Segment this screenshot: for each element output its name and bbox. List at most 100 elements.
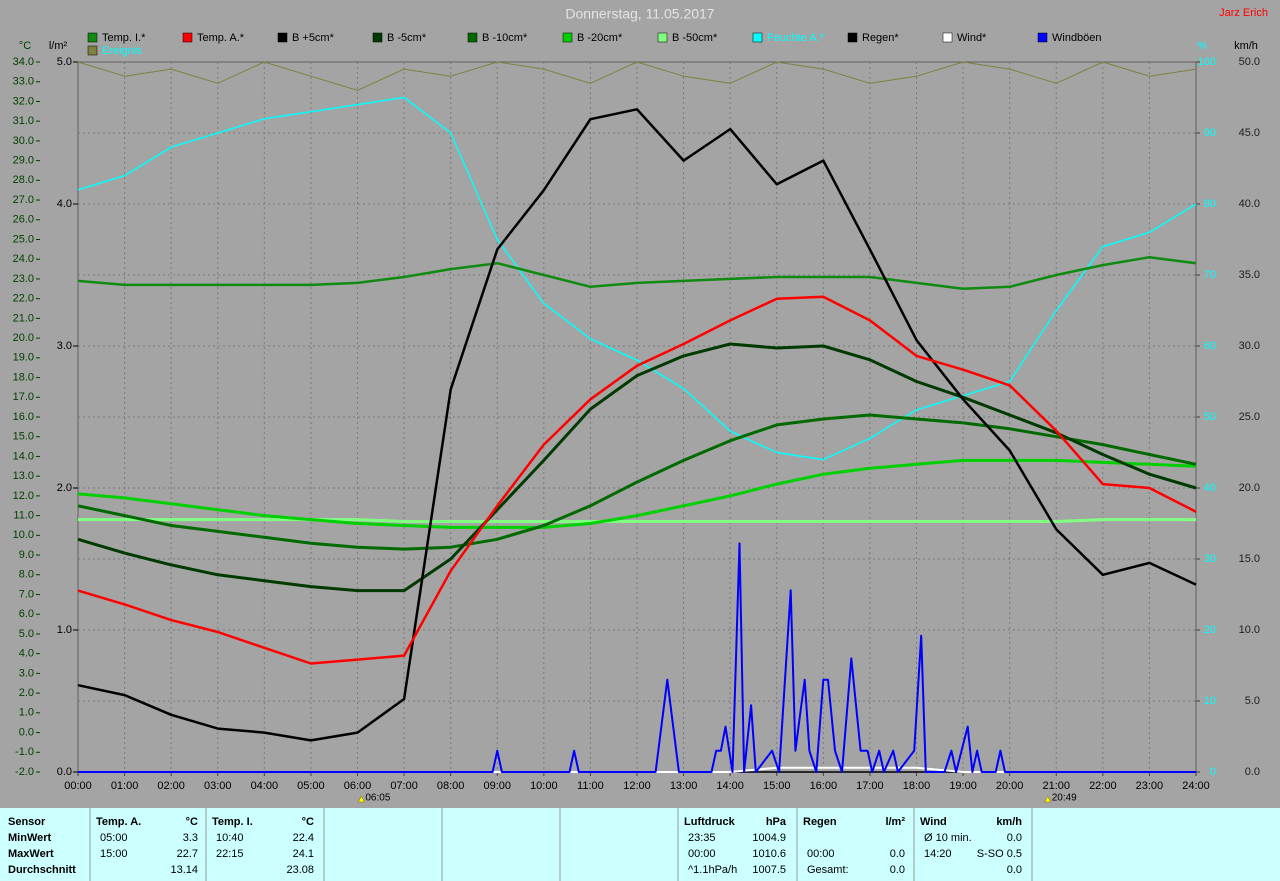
legend-swatch (87, 45, 98, 56)
table-unit: l/m² (885, 816, 905, 828)
table-cell: 22:15 (216, 848, 244, 860)
y-tick-label: 22.0 (13, 293, 34, 305)
series-line (77, 458, 1197, 529)
table-cell: Gesamt: (807, 864, 849, 876)
legend-swatch (847, 32, 858, 43)
y3-tick-label: 70 (1204, 269, 1216, 281)
y4-tick-label: 5.0 (1245, 695, 1260, 707)
y-tick-label: 5.0 (19, 628, 34, 640)
x-tick-label: 17:00 (856, 780, 884, 792)
y-tick-label: 33.0 (13, 76, 34, 88)
legend-swatch (752, 32, 763, 43)
series-line (77, 108, 1197, 742)
y-tick-label: 34.0 (13, 56, 34, 68)
table-separators (89, 808, 1033, 881)
y-tick-label: 24.0 (13, 253, 34, 265)
y2-tick-label: 3.0 (57, 340, 72, 352)
y4-tick-label: 40.0 (1239, 198, 1260, 210)
table-header: Temp. A. (96, 816, 141, 828)
x-tick-label: 13:00 (670, 780, 698, 792)
x-tick-label: 05:00 (297, 780, 325, 792)
table-cell: 22.7 (177, 848, 198, 860)
y-tick-label: 32.0 (13, 95, 34, 107)
y-tick-label: 16.0 (13, 411, 34, 423)
x-tick-label: 04:00 (251, 780, 279, 792)
table-unit: km/h (996, 816, 1022, 828)
y3-tick-label: 100 (1198, 56, 1216, 68)
y3-tick-label: 40 (1204, 482, 1216, 494)
chart-title: Donnerstag, 11.05.2017 (565, 6, 714, 22)
table-cell: 0.0 (1007, 832, 1022, 844)
x-tick-label: 20:00 (996, 780, 1024, 792)
y-tick-label: 0.0 (19, 726, 34, 738)
y2-tick-label: 2.0 (57, 482, 72, 494)
y-tick-label: 25.0 (13, 233, 34, 245)
y4-tick-label: 45.0 (1239, 127, 1260, 139)
table-header: Luftdruck (684, 816, 736, 828)
table-cell: 1010.6 (752, 848, 786, 860)
y-axis-label: °C (19, 40, 31, 52)
y-tick-label: 23.0 (13, 273, 34, 285)
x-tick-label: 14:00 (716, 780, 744, 792)
legend-label: B -5cm* (387, 32, 427, 44)
y2-tick-label: 1.0 (57, 624, 72, 636)
y-tick-label: 17.0 (13, 391, 34, 403)
y-tick-label: 3.0 (19, 667, 34, 679)
table-cell: 0.0 (1007, 864, 1022, 876)
legend-swatch (87, 32, 98, 43)
y3-axis-label: % (1197, 40, 1207, 52)
table-cell: 10:40 (216, 832, 244, 844)
x-tick-label: 07:00 (390, 780, 418, 792)
legend-label: Feuchte A.* (767, 32, 825, 44)
table-cell: 23.08 (286, 864, 314, 876)
table-cell: 22.4 (293, 832, 314, 844)
y2-tick-label: 5.0 (57, 56, 72, 68)
table-cell: 15:00 (100, 848, 128, 860)
y-tick-label: 10.0 (13, 529, 34, 541)
series-line (77, 413, 1197, 551)
y-tick-label: 29.0 (13, 155, 34, 167)
y-tick-label: 14.0 (13, 450, 34, 462)
table-cell: 1007.5 (752, 864, 786, 876)
y2-tick-label: 0.0 (57, 766, 72, 778)
y3-tick-label: 10 (1204, 695, 1216, 707)
x-tick-label: 19:00 (949, 780, 977, 792)
x-tick-label: 10:00 (530, 780, 558, 792)
y-tick-label: 9.0 (19, 549, 34, 561)
legend-label: B -10cm* (482, 32, 528, 44)
y-tick-label: -1.0 (15, 746, 34, 758)
legend-swatch (467, 32, 478, 43)
y-tick-label: 30.0 (13, 135, 34, 147)
legend-label: Wind* (957, 32, 987, 44)
legend-swatch (372, 32, 383, 43)
y-tick-label: 13.0 (13, 470, 34, 482)
legend-swatch (277, 32, 288, 43)
table-cell: 13.14 (170, 864, 198, 876)
annotation-label: 20:49 (1052, 793, 1077, 804)
y-tick-label: 12.0 (13, 490, 34, 502)
y-tick-label: -2.0 (15, 766, 34, 778)
y-tick-label: 15.0 (13, 431, 34, 443)
table-unit: °C (186, 816, 198, 828)
table-header: Regen (803, 816, 837, 828)
stats-table-bg (0, 808, 1280, 881)
table-header: Wind (920, 816, 947, 828)
legend-label: B -50cm* (672, 32, 718, 44)
table-cell: 0.0 (890, 848, 905, 860)
y4-tick-label: 35.0 (1239, 269, 1260, 281)
series-line (78, 518, 1196, 523)
table-row-label: MaxWert (8, 848, 54, 860)
x-tick-label: 15:00 (763, 780, 791, 792)
table-unit: hPa (766, 816, 787, 828)
y-tick-label: 18.0 (13, 371, 34, 383)
x-tick-label: 21:00 (1042, 780, 1070, 792)
y3-tick-label: 30 (1204, 553, 1216, 565)
y3-tick-label: 20 (1204, 624, 1216, 636)
x-tick-label: 09:00 (483, 780, 511, 792)
series-line (78, 542, 1196, 773)
table-cell: 23:35 (688, 832, 716, 844)
author: Jarz Erich (1219, 7, 1268, 19)
table-cell: 14:20 (924, 848, 952, 860)
x-tick-label: 01:00 (111, 780, 139, 792)
x-tick-label: 00:00 (64, 780, 92, 792)
